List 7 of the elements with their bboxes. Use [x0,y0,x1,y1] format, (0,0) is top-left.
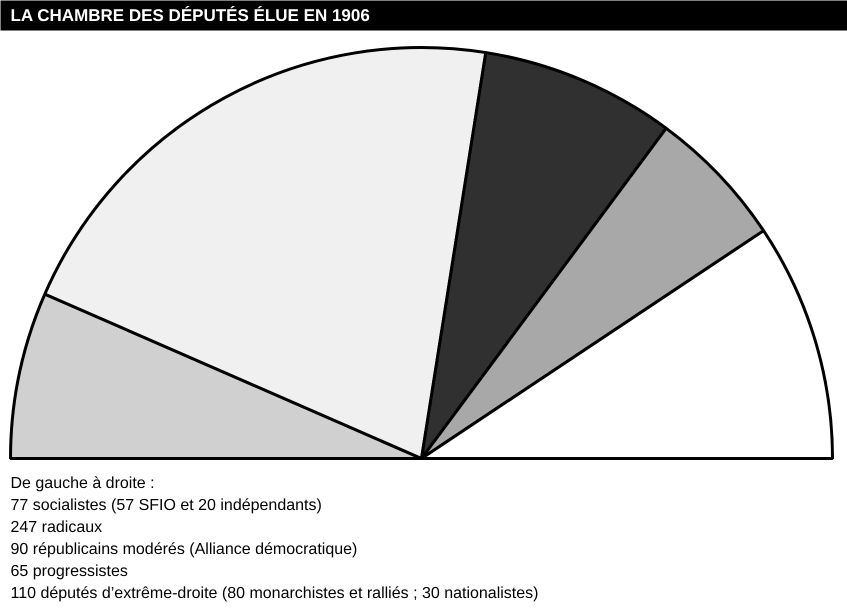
text: 77 socialistes (57 SFIO et 20 indépendants) [10,497,322,514]
text: 110 députés d’extrême-droite (80 monarchistes et ralliés ; 30 nationalistes) [10,585,538,602]
text: 90 républicains modérés (Alliance démocratique) [10,541,358,558]
text: 65 progressistes [10,563,128,580]
chart-title: LA CHAMBRE DES DÉPUTÉS ÉLUE EN 1906 [10,5,370,25]
text: 247 radicaux [10,519,102,536]
text: De gauche à droite : [10,475,155,492]
